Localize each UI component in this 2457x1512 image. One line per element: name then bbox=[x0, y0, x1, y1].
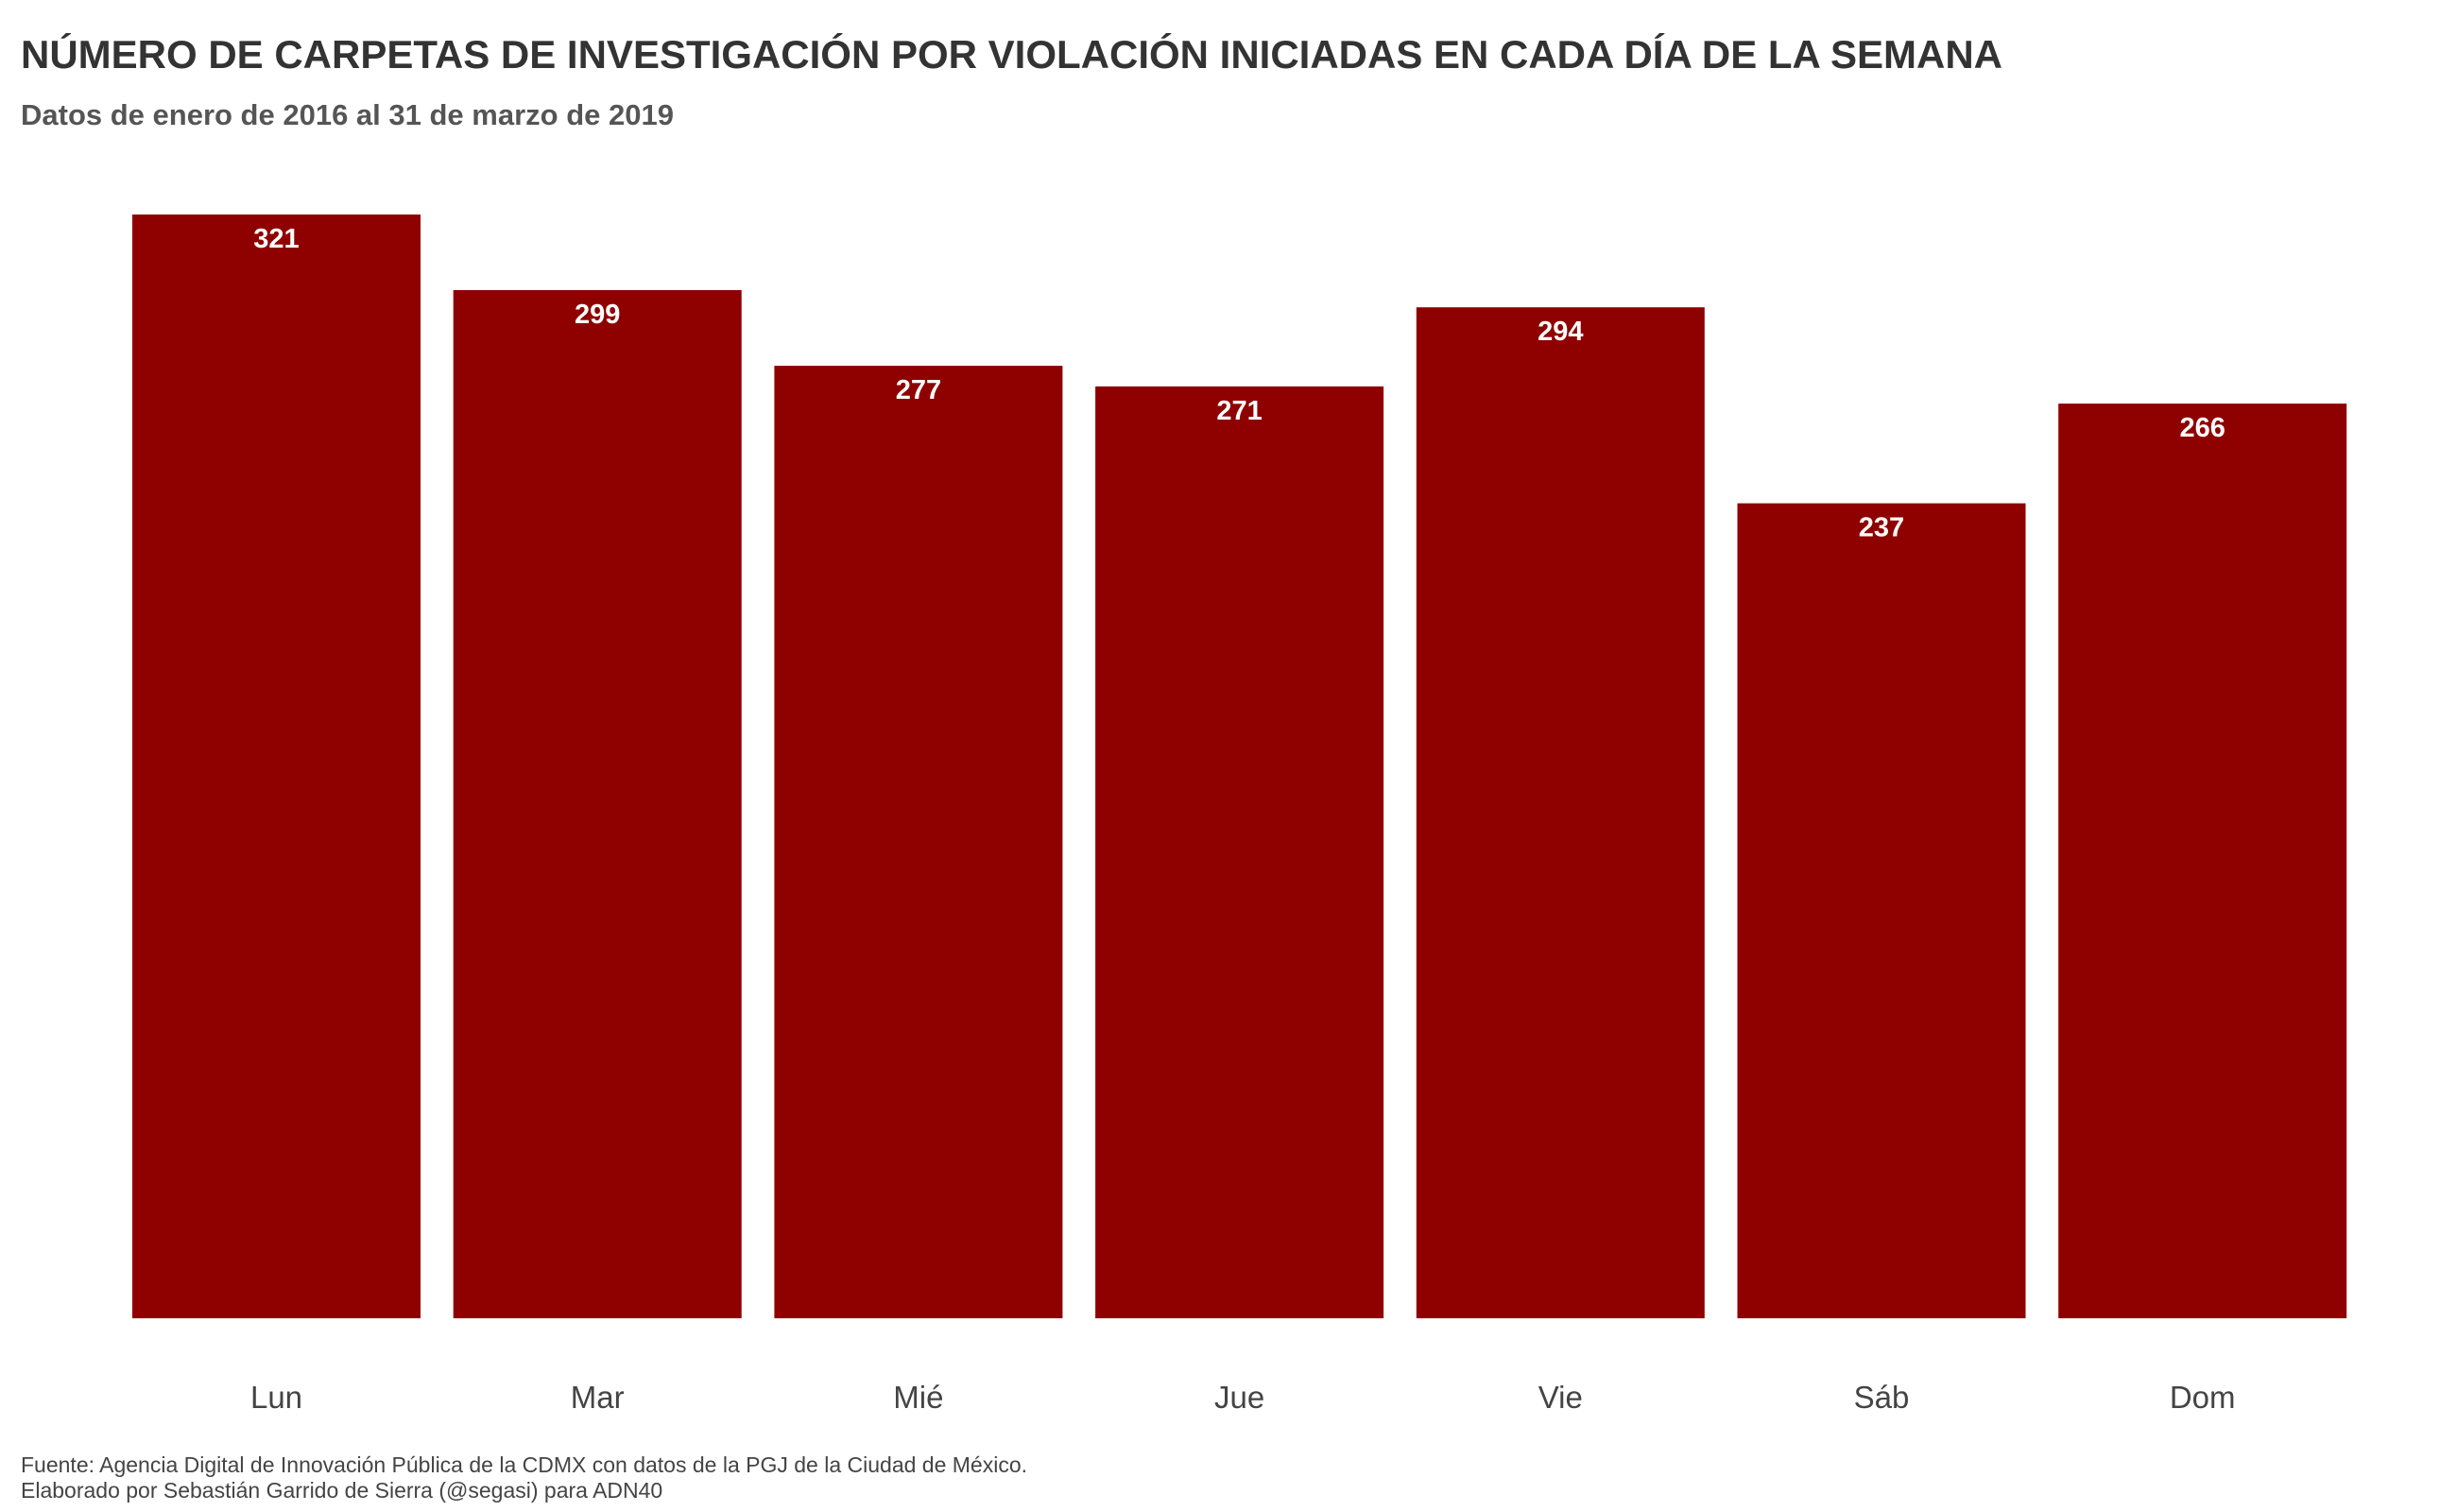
x-tick-label-Sáb: Sáb bbox=[1854, 1380, 1910, 1415]
x-tick-label-Mar: Mar bbox=[571, 1380, 625, 1415]
data-label-Mar: 299 bbox=[575, 300, 620, 330]
chart-subtitle: Datos de enero de 2016 al 31 de marzo de… bbox=[21, 98, 674, 131]
data-label-Sáb: 237 bbox=[1859, 513, 1904, 543]
caption-source: Fuente: Agencia Digital de Innovación Pú… bbox=[21, 1452, 1028, 1477]
data-label-Vie: 294 bbox=[1538, 317, 1583, 347]
x-tick-label-Vie: Vie bbox=[1538, 1380, 1583, 1415]
bar-Sáb bbox=[1737, 503, 2026, 1318]
caption-credit: Elaborado por Sebastián Garrido de Sierr… bbox=[21, 1478, 663, 1503]
chart-title: NÚMERO DE CARPETAS DE INVESTIGACIÓN POR … bbox=[21, 32, 2003, 77]
x-tick-label-Dom: Dom bbox=[2170, 1380, 2236, 1415]
bar-Vie bbox=[1416, 307, 1705, 1319]
chart-caption: Fuente: Agencia Digital de Innovación Pú… bbox=[21, 1452, 1027, 1503]
bar-Jue bbox=[1095, 386, 1384, 1318]
x-tick-label-Lun: Lun bbox=[250, 1380, 302, 1415]
data-label-Mié: 277 bbox=[896, 375, 941, 405]
bar-Mar bbox=[453, 290, 742, 1318]
x-tick-label-Jue: Jue bbox=[1214, 1380, 1264, 1415]
data-label-Dom: 266 bbox=[2180, 413, 2225, 443]
bar-Lun bbox=[132, 215, 421, 1318]
data-label-Jue: 271 bbox=[1216, 396, 1262, 426]
x-tick-label-Mié: Mié bbox=[893, 1380, 943, 1415]
bar-Mié bbox=[774, 366, 1063, 1319]
bar-Dom bbox=[2058, 404, 2347, 1319]
data-label-Lun: 321 bbox=[253, 224, 299, 254]
